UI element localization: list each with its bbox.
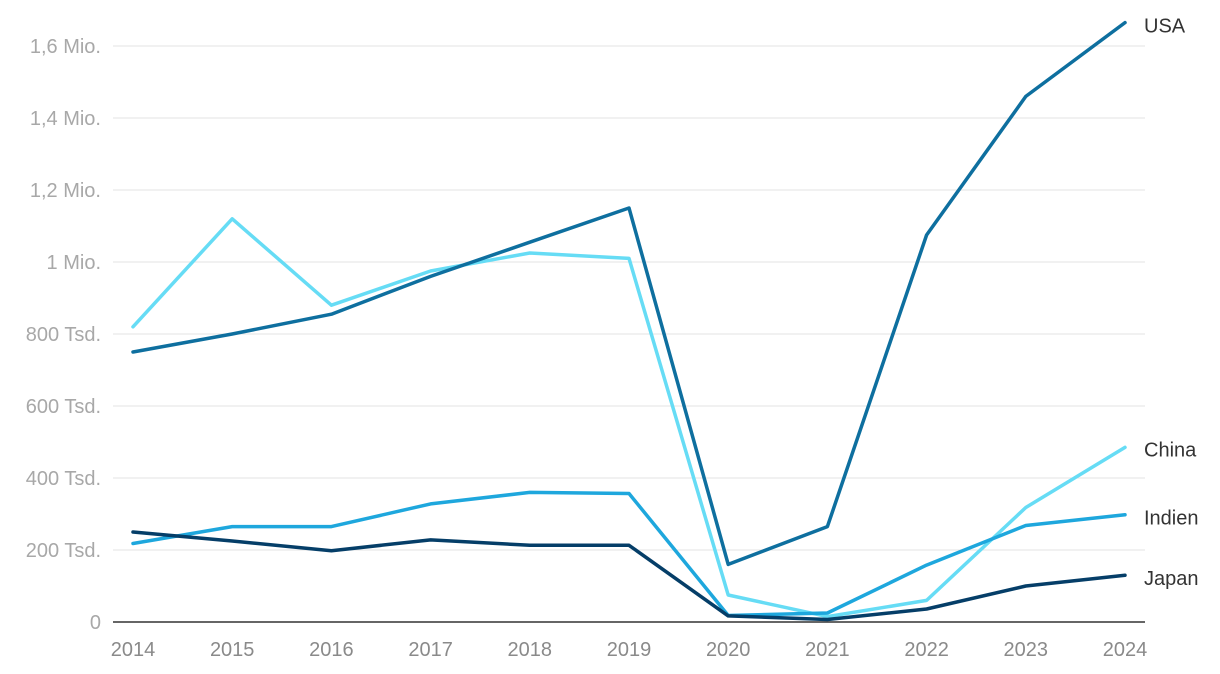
y-tick-label: 600 Tsd. xyxy=(26,396,101,418)
x-axis-ticks: 2014 2015 2016 2017 2018 2019 2020 2021 2022 2023… xyxy=(111,639,1148,661)
series-line-indien xyxy=(131,490,1127,618)
series-label-japan: Japan xyxy=(1144,568,1199,590)
series-label-usa: USA xyxy=(1144,16,1186,38)
y-tick-label: 1,2 Mio. xyxy=(30,180,101,202)
y-tick-label: 1,4 Mio. xyxy=(30,108,101,130)
y-tick-label: 800 Tsd. xyxy=(26,324,101,346)
x-tick-label: 2023 xyxy=(1004,639,1049,661)
series-line-usa xyxy=(131,20,1127,567)
x-tick-label: 2015 xyxy=(210,639,255,661)
series-line-china xyxy=(131,217,1127,619)
series-labels: China Indien Japan USA xyxy=(1144,16,1199,591)
x-tick-label: 2019 xyxy=(607,639,652,661)
y-tick-label: 1,6 Mio. xyxy=(30,36,101,58)
y-axis-ticks: 0 200 Tsd. 400 Tsd. 600 Tsd. 800 Tsd. 1 Mio. 1… xyxy=(26,36,101,634)
series-label-china: China xyxy=(1144,439,1197,461)
x-tick-label: 2016 xyxy=(309,639,354,661)
x-tick-label: 2014 xyxy=(111,639,156,661)
y-tick-label: 200 Tsd. xyxy=(26,540,101,562)
series-line-japan xyxy=(131,530,1127,622)
x-tick-label: 2022 xyxy=(904,639,949,661)
x-tick-label: 2017 xyxy=(408,639,453,661)
x-tick-label: 2021 xyxy=(805,639,850,661)
x-tick-label: 2020 xyxy=(706,639,751,661)
series-label-indien: Indien xyxy=(1144,508,1199,530)
y-tick-label: 400 Tsd. xyxy=(26,468,101,490)
y-tick-label: 1 Mio. xyxy=(47,252,101,274)
x-tick-label: 2024 xyxy=(1103,639,1148,661)
y-tick-label: 0 xyxy=(90,612,101,634)
gridlines xyxy=(113,45,1145,623)
x-tick-label: 2018 xyxy=(508,639,553,661)
series-lines xyxy=(131,20,1127,622)
